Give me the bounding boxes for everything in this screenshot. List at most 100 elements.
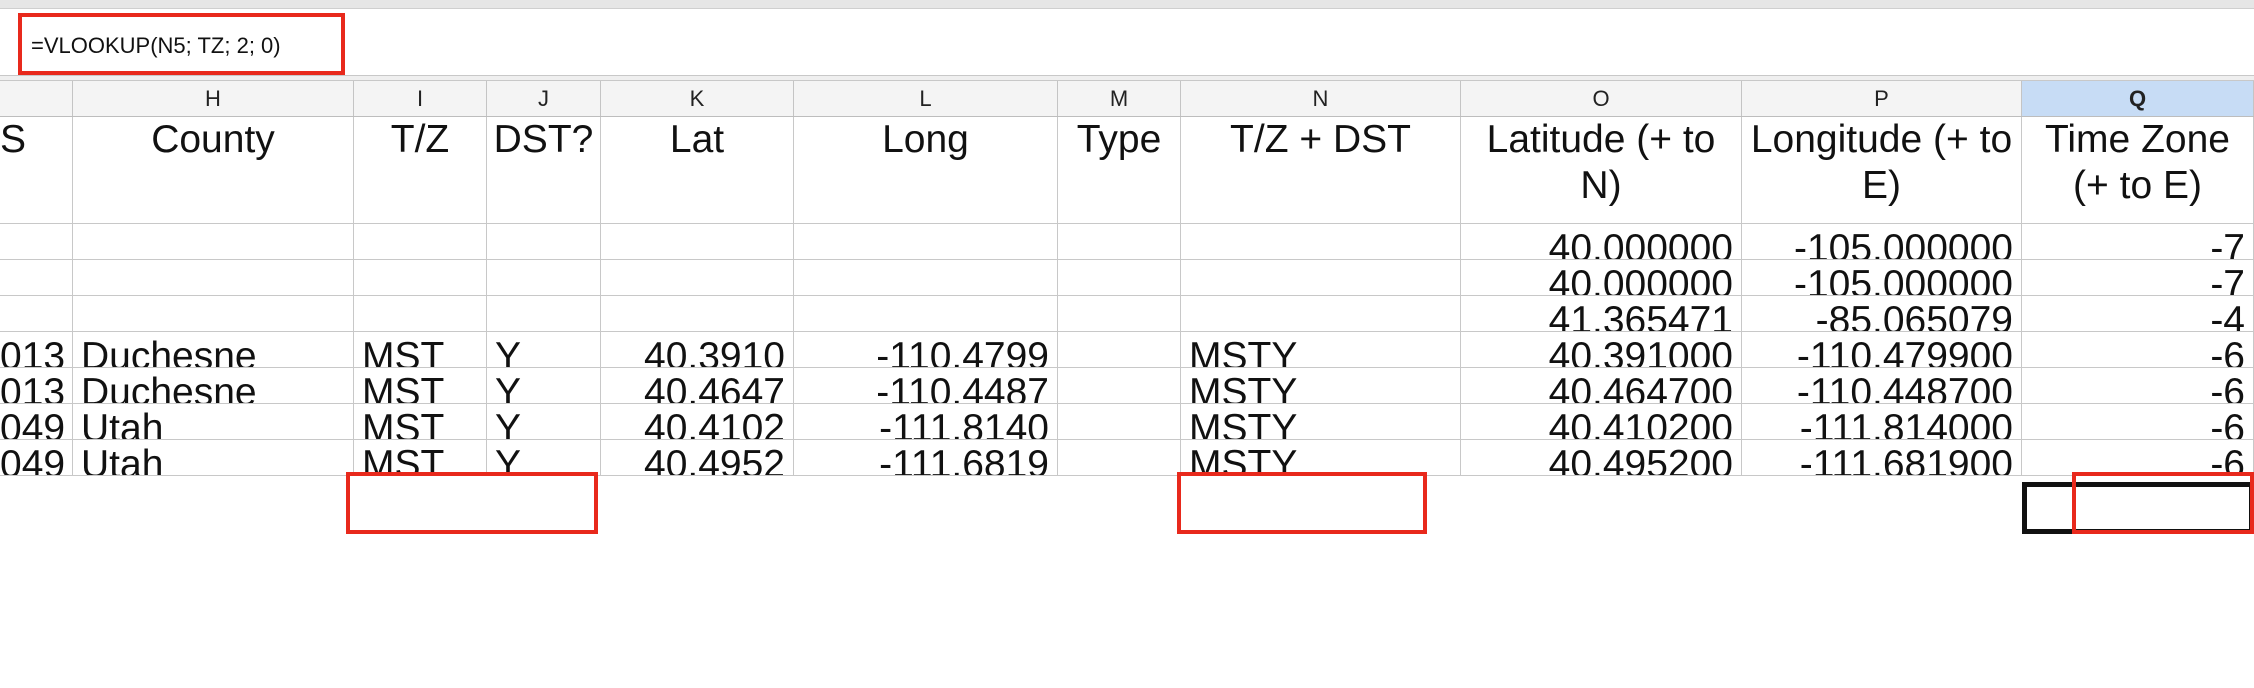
column-header-p[interactable]: P: [1742, 81, 2022, 116]
cell-col-i[interactable]: MST: [354, 368, 487, 403]
cell-col-q[interactable]: -7: [2022, 260, 2254, 295]
cell-col-h[interactable]: [73, 260, 354, 295]
cell-col-o[interactable]: 40.495200: [1461, 440, 1742, 475]
cell-col-o[interactable]: 40.410200: [1461, 404, 1742, 439]
cell-col-m[interactable]: [1058, 224, 1181, 259]
cell-col-m[interactable]: [1058, 260, 1181, 295]
cell-col-g[interactable]: 013: [0, 332, 73, 367]
column-header-m[interactable]: M: [1058, 81, 1181, 116]
cell-col-q[interactable]: -6: [2022, 332, 2254, 367]
header-cell-col-k[interactable]: Lat: [601, 117, 794, 223]
cell-col-g[interactable]: 049: [0, 404, 73, 439]
cell-col-k[interactable]: 40.4647: [601, 368, 794, 403]
header-cell-col-i[interactable]: T/Z: [354, 117, 487, 223]
cell-col-j[interactable]: [487, 224, 601, 259]
cell-col-o[interactable]: 40.000000: [1461, 260, 1742, 295]
cell-col-i[interactable]: [354, 260, 487, 295]
cell-col-p[interactable]: -85.065079: [1742, 296, 2022, 331]
header-cell-col-p[interactable]: Longitude (+ to E): [1742, 117, 2022, 223]
cell-col-l[interactable]: -111.6819: [794, 440, 1058, 475]
column-header-i[interactable]: I: [354, 81, 487, 116]
cell-col-h[interactable]: [73, 296, 354, 331]
cell-col-p[interactable]: -111.814000: [1742, 404, 2022, 439]
cell-col-g[interactable]: [0, 260, 73, 295]
cell-col-h[interactable]: [73, 224, 354, 259]
cell-col-n[interactable]: [1181, 296, 1461, 331]
cell-col-k[interactable]: 40.3910: [601, 332, 794, 367]
cell-col-o[interactable]: 40.391000: [1461, 332, 1742, 367]
column-header-k[interactable]: K: [601, 81, 794, 116]
column-header-j[interactable]: J: [487, 81, 601, 116]
formula-bar[interactable]: =VLOOKUP(N5; TZ; 2; 0): [0, 9, 2254, 76]
cell-col-l[interactable]: [794, 296, 1058, 331]
cell-col-q[interactable]: -6: [2022, 368, 2254, 403]
cell-col-p[interactable]: -105.000000: [1742, 224, 2022, 259]
formula-input[interactable]: =VLOOKUP(N5; TZ; 2; 0): [31, 33, 281, 58]
cell-col-h[interactable]: Utah: [73, 404, 354, 439]
spreadsheet-grid[interactable]: S County T/Z DST? Lat Long Type T/Z + DST Latitu…: [0, 117, 2254, 688]
cell-col-g[interactable]: 049: [0, 440, 73, 475]
cell-col-n[interactable]: MSTY: [1181, 440, 1461, 475]
cell-col-h[interactable]: Utah: [73, 440, 354, 475]
cell-col-j[interactable]: Y: [487, 440, 601, 475]
cell-col-i[interactable]: [354, 296, 487, 331]
cell-col-n[interactable]: [1181, 260, 1461, 295]
cell-col-l[interactable]: [794, 224, 1058, 259]
header-cell-col-l[interactable]: Long: [794, 117, 1058, 223]
cell-col-l[interactable]: -110.4487: [794, 368, 1058, 403]
cell-col-m[interactable]: [1058, 404, 1181, 439]
cell-col-o[interactable]: 40.464700: [1461, 368, 1742, 403]
cell-col-n[interactable]: [1181, 224, 1461, 259]
column-header-o[interactable]: O: [1461, 81, 1742, 116]
cell-col-j[interactable]: [487, 296, 601, 331]
column-header-n[interactable]: N: [1181, 81, 1461, 116]
cell-col-q[interactable]: -7: [2022, 224, 2254, 259]
cell-col-i[interactable]: [354, 224, 487, 259]
cell-col-g[interactable]: 013: [0, 368, 73, 403]
cell-col-g[interactable]: [0, 296, 73, 331]
cell-col-j[interactable]: Y: [487, 332, 601, 367]
cell-col-h[interactable]: Duchesne: [73, 368, 354, 403]
cell-col-g[interactable]: [0, 224, 73, 259]
cell-col-m[interactable]: [1058, 440, 1181, 475]
cell-col-k[interactable]: 40.4102: [601, 404, 794, 439]
header-cell-col-n[interactable]: T/Z + DST: [1181, 117, 1461, 223]
cell-col-q[interactable]: -4: [2022, 296, 2254, 331]
column-header-q[interactable]: Q: [2022, 81, 2254, 116]
header-cell-col-q[interactable]: Time Zone (+ to E): [2022, 117, 2254, 223]
cell-col-i[interactable]: MST: [354, 440, 487, 475]
header-cell-col-h[interactable]: County: [73, 117, 354, 223]
header-cell-col-o[interactable]: Latitude (+ to N): [1461, 117, 1742, 223]
cell-col-j[interactable]: [487, 260, 601, 295]
cell-col-p[interactable]: -111.681900: [1742, 440, 2022, 475]
cell-col-o[interactable]: 41.365471: [1461, 296, 1742, 331]
cell-col-p[interactable]: -105.000000: [1742, 260, 2022, 295]
cell-col-q[interactable]: -6: [2022, 440, 2254, 475]
cell-col-o[interactable]: 40.000000: [1461, 224, 1742, 259]
cell-col-m[interactable]: [1058, 296, 1181, 331]
cell-col-i[interactable]: MST: [354, 404, 487, 439]
cell-col-m[interactable]: [1058, 332, 1181, 367]
cell-col-j[interactable]: Y: [487, 368, 601, 403]
header-cell-col-g[interactable]: S: [0, 117, 73, 223]
column-header-g[interactable]: [0, 81, 73, 116]
header-cell-col-j[interactable]: DST?: [487, 117, 601, 223]
cell-col-q[interactable]: -6: [2022, 404, 2254, 439]
column-header-h[interactable]: H: [73, 81, 354, 116]
cell-col-k[interactable]: [601, 224, 794, 259]
cell-col-l[interactable]: [794, 260, 1058, 295]
cell-col-l[interactable]: -111.8140: [794, 404, 1058, 439]
cell-col-n[interactable]: MSTY: [1181, 332, 1461, 367]
column-header-l[interactable]: L: [794, 81, 1058, 116]
cell-col-k[interactable]: [601, 260, 794, 295]
cell-col-p[interactable]: -110.448700: [1742, 368, 2022, 403]
cell-col-i[interactable]: MST: [354, 332, 487, 367]
cell-col-m[interactable]: [1058, 368, 1181, 403]
header-cell-col-m[interactable]: Type: [1058, 117, 1181, 223]
cell-col-k[interactable]: 40.4952: [601, 440, 794, 475]
cell-col-l[interactable]: -110.4799: [794, 332, 1058, 367]
cell-col-h[interactable]: Duchesne: [73, 332, 354, 367]
cell-col-p[interactable]: -110.479900: [1742, 332, 2022, 367]
cell-col-n[interactable]: MSTY: [1181, 368, 1461, 403]
cell-col-n[interactable]: MSTY: [1181, 404, 1461, 439]
